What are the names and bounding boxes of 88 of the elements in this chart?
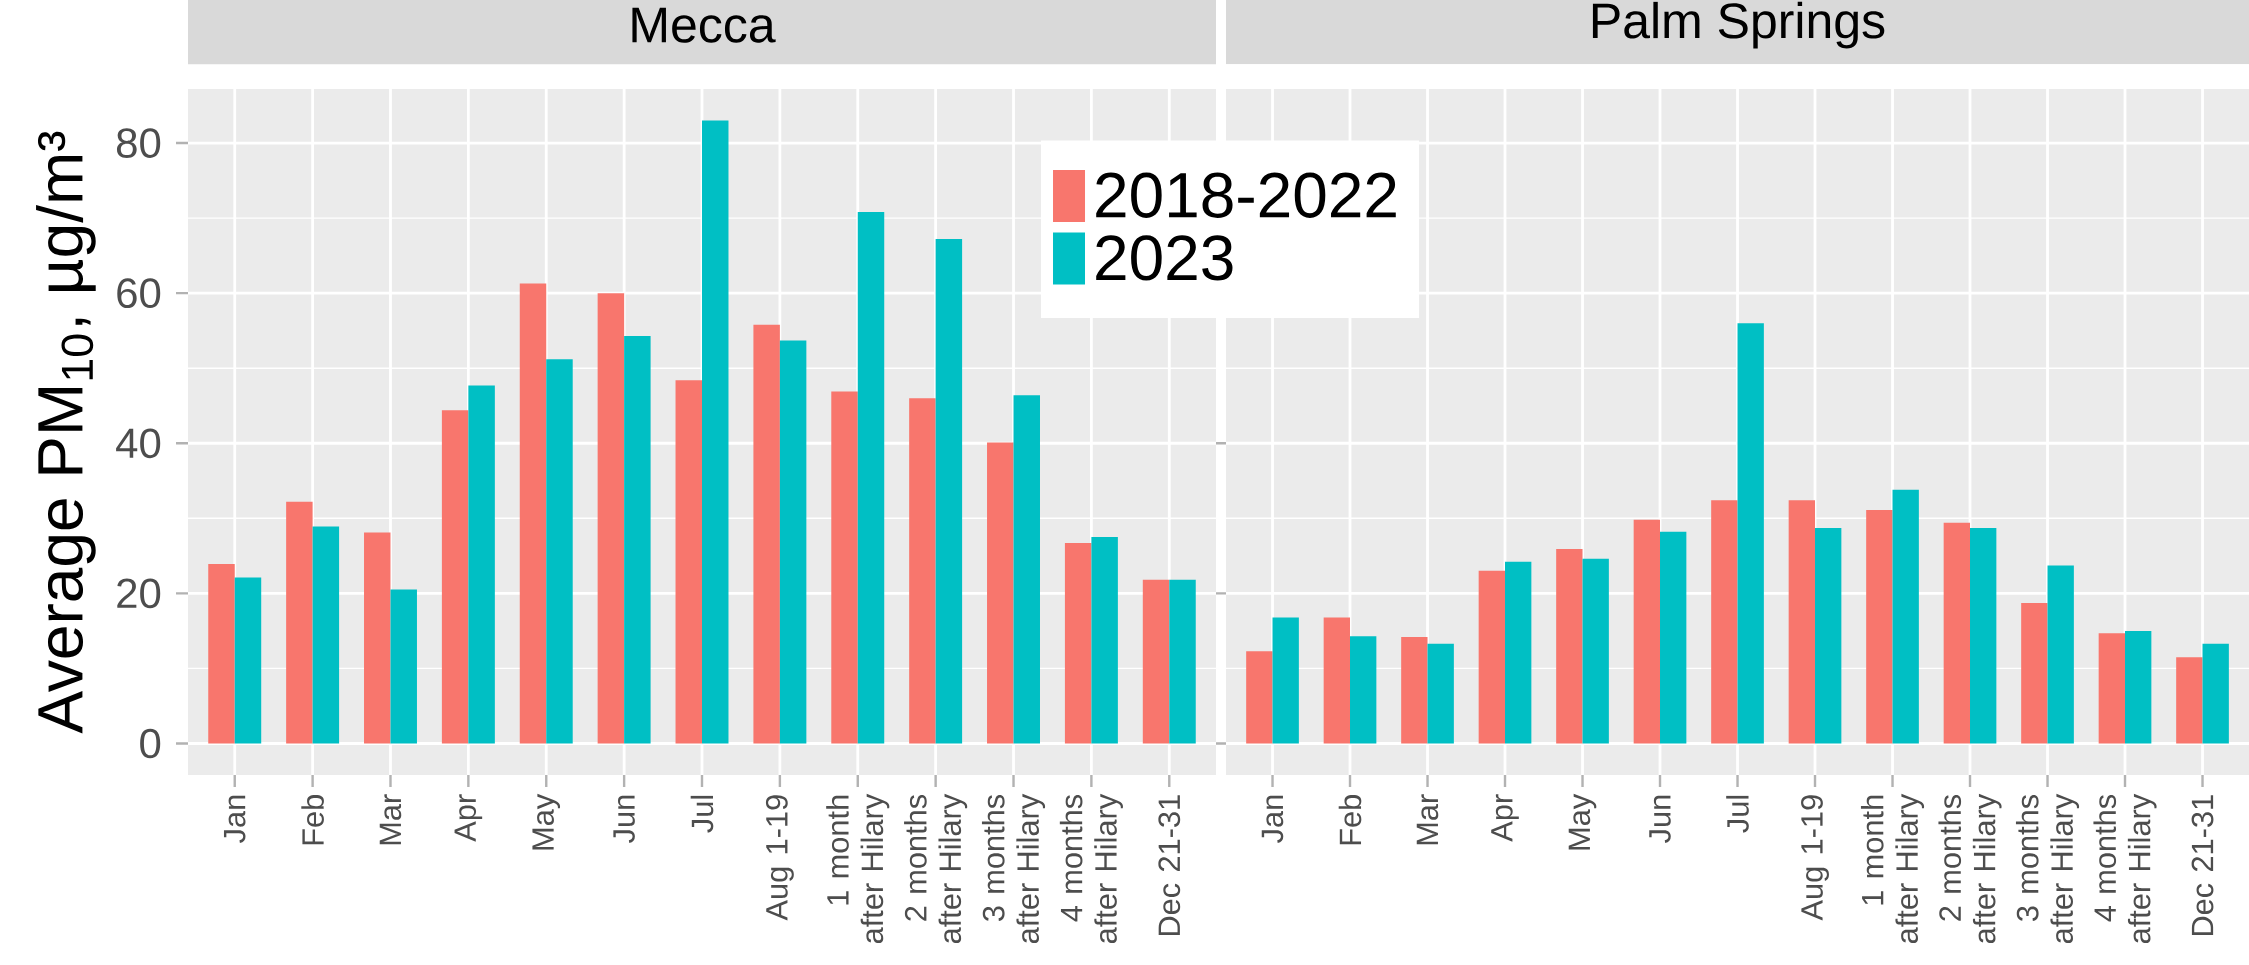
bar (1815, 528, 1842, 744)
bar (312, 526, 340, 744)
x-tick-label: Aug 1-19 (765, 795, 794, 921)
x-tick-label: Mar (1416, 794, 1439, 845)
bar (390, 589, 417, 744)
x-tick-label: 4 months after Hilary (2093, 793, 2157, 944)
x-tick-label: Jan (1261, 795, 1284, 843)
legend-label: 2023 (1096, 235, 1233, 281)
bar (208, 564, 235, 744)
bar (779, 340, 807, 744)
y-tick-label: 0 (140, 728, 161, 759)
bar (831, 391, 858, 744)
chart-title: Palm Springs (1592, 1, 1885, 49)
x-tick-label: 3 months after Hilary (2015, 793, 2080, 944)
y-tick-label: 20 (117, 578, 161, 609)
y-tick-label: 60 (117, 278, 161, 309)
x-tick-label: May (1568, 793, 1597, 850)
legend-label: 2018-2022 (1096, 172, 1396, 218)
bar (234, 577, 262, 744)
x-tick-label: 4 months after Hilary (1059, 793, 1123, 944)
bar (1582, 558, 1609, 744)
x-tick-label: Feb (301, 795, 324, 845)
x-tick-label: Dec 21-31 (1158, 795, 1181, 936)
bar (1660, 531, 1687, 744)
bar (1505, 561, 1532, 744)
bar (1064, 543, 1092, 744)
bar (441, 410, 469, 744)
bar (2021, 603, 2048, 744)
x-tick-label: 1 month after Hilary (826, 793, 890, 944)
x-tick-label: Jul (690, 795, 714, 833)
bar (519, 283, 547, 744)
x-tick-label: Dec 21-31 (2191, 795, 2214, 936)
x-tick-label: Jun (1649, 795, 1671, 843)
x-tick-label: May (532, 793, 561, 850)
bar (753, 324, 780, 744)
x-tick-label: Jan (223, 795, 246, 843)
x-tick-label: 2 months after Hilary (1938, 793, 2002, 944)
bar (1970, 528, 1997, 744)
bar (546, 359, 573, 744)
bar (1401, 636, 1428, 744)
x-tick-label: Aug 1-19 (1801, 795, 1829, 921)
bar (935, 239, 963, 744)
bar (2176, 657, 2203, 744)
bar (2047, 565, 2074, 744)
x-tick-label: Jun (613, 795, 635, 843)
x-tick-label: Mar (379, 794, 402, 845)
x-tick-label: Feb (1338, 795, 1362, 845)
bar (2098, 633, 2126, 744)
chart-title: Mecca (632, 7, 776, 43)
bar (1323, 617, 1351, 744)
bar (1478, 570, 1506, 744)
bar (1246, 651, 1273, 744)
x-tick-label: Apr (1491, 794, 1519, 842)
x-tick-label: Jul (1726, 795, 1749, 833)
bar (468, 385, 495, 744)
y-tick-label: 80 (116, 128, 161, 158)
y-tick-label: 40 (116, 428, 161, 459)
bar (1943, 522, 1971, 744)
bar (597, 293, 625, 744)
bar (702, 120, 729, 744)
x-tick-label: 2 months after Hilary (904, 793, 968, 944)
bar (909, 398, 936, 744)
bar (1737, 323, 1764, 744)
bar (857, 212, 885, 744)
y-axis-title: Average PM$_{10}$, µg/m³ (36, 131, 96, 734)
bar (364, 532, 391, 744)
bar (286, 501, 313, 744)
bar (2125, 630, 2152, 744)
bar (1892, 489, 1919, 744)
bar (1013, 395, 1040, 744)
bar (1788, 500, 1816, 744)
x-tick-label: 1 month after Hilary (1860, 793, 1925, 944)
bar (1272, 617, 1299, 744)
bar (1091, 537, 1118, 744)
x-tick-label: Apr (454, 794, 483, 842)
bar (1350, 636, 1377, 744)
bar (1711, 500, 1738, 744)
bar (987, 442, 1014, 744)
bar (2202, 643, 2229, 744)
bar (675, 380, 702, 744)
bar (624, 335, 651, 744)
bar (1556, 549, 1583, 744)
bar (1866, 510, 1893, 744)
bar (1142, 579, 1170, 744)
bar (1427, 643, 1454, 744)
x-tick-label: 3 months after Hilary (981, 793, 1046, 944)
bar (1633, 519, 1661, 744)
bar (1169, 579, 1196, 744)
